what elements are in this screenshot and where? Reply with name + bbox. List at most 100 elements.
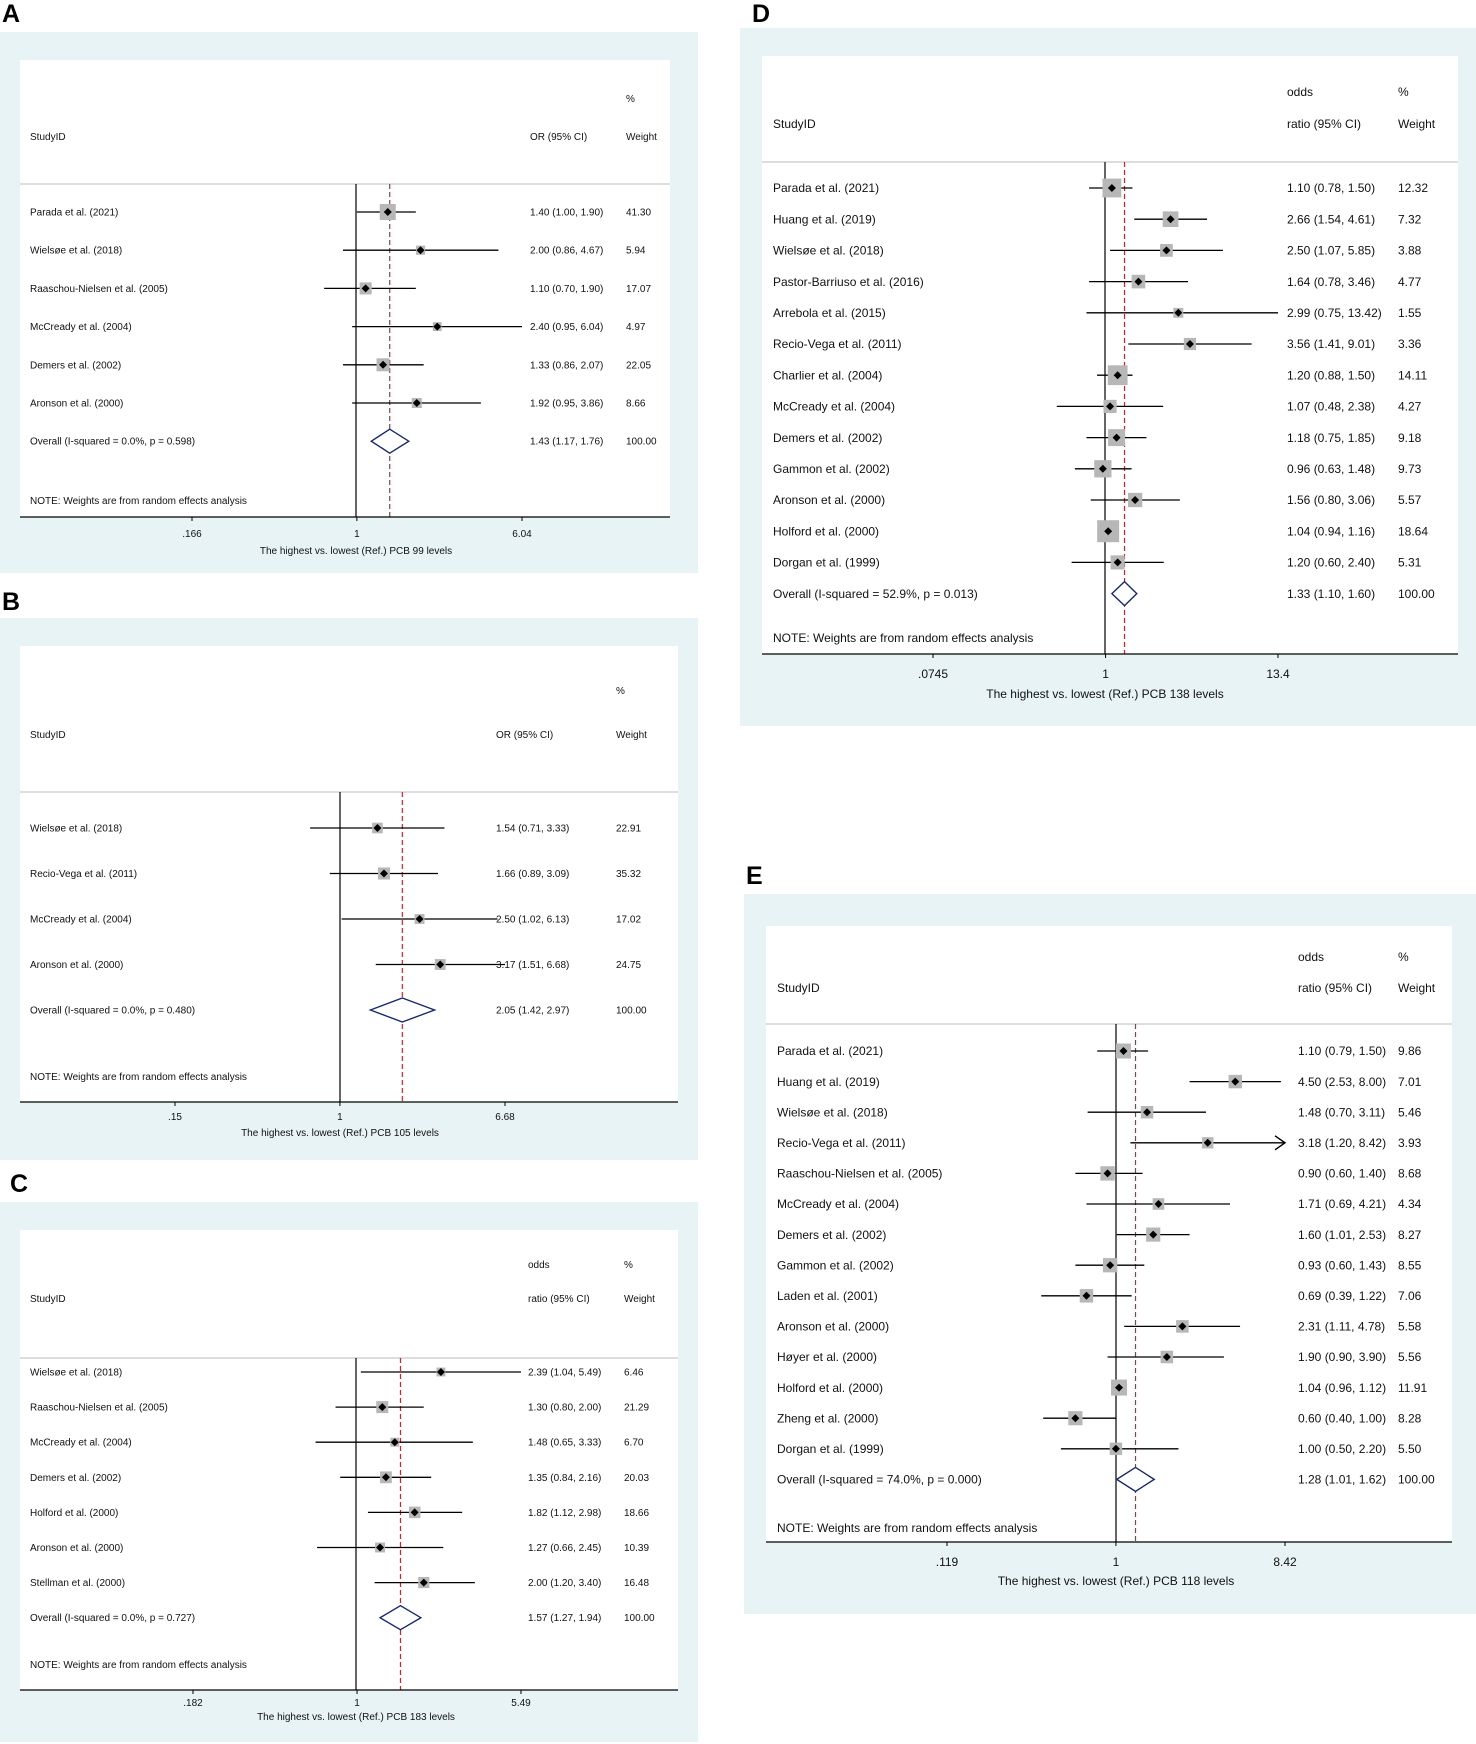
study-ci: 2.40 (0.95, 6.04) bbox=[530, 322, 603, 333]
study-ci: 1.04 (0.94, 1.16) bbox=[1287, 524, 1375, 538]
point-estimate bbox=[379, 869, 388, 878]
point-estimate bbox=[1134, 277, 1143, 286]
point-estimate bbox=[373, 824, 382, 832]
study-ci: 1.10 (0.70, 1.90) bbox=[530, 284, 603, 295]
point-estimate bbox=[1203, 1138, 1212, 1147]
study-name: Parada et al. (2021) bbox=[30, 208, 118, 219]
x-tick-label: 1 bbox=[337, 1112, 343, 1123]
overall-label: Overall (I-squared = 0.0%, p = 0.480) bbox=[30, 1006, 195, 1017]
header-estimate-line2: ratio (95% CI) bbox=[528, 1294, 590, 1305]
study-name: Recio-Vega et al. (2011) bbox=[773, 337, 902, 351]
study-name: Gammon et al. (2002) bbox=[777, 1258, 894, 1272]
point-estimate bbox=[1107, 184, 1116, 192]
header-studyid: StudyID bbox=[30, 1294, 66, 1305]
study-ci: 1.00 (0.50, 2.20) bbox=[1298, 1442, 1386, 1456]
point-estimate bbox=[376, 1543, 385, 1552]
point-estimate bbox=[410, 1508, 419, 1517]
weights-note: NOTE: Weights are from random effects an… bbox=[30, 1660, 247, 1671]
study-ci: 1.82 (1.12, 2.98) bbox=[528, 1508, 601, 1519]
panel-label-e: E bbox=[746, 862, 763, 890]
x-tick-label: 13.4 bbox=[1266, 667, 1290, 681]
x-axis-label: The highest vs. lowest (Ref.) PCB 183 le… bbox=[257, 1712, 455, 1723]
point-estimate bbox=[436, 960, 445, 969]
study-weight: 5.56 bbox=[1398, 1350, 1422, 1364]
study-name: Arrebola et al. (2015) bbox=[773, 306, 886, 320]
study-weight: 5.57 bbox=[1398, 493, 1422, 507]
study-ci: 1.92 (0.95, 3.86) bbox=[530, 399, 603, 410]
header-estimate-line2: ratio (95% CI) bbox=[1298, 981, 1372, 995]
study-weight: 18.64 bbox=[1398, 524, 1428, 538]
study-name: Parada et al. (2021) bbox=[777, 1044, 883, 1058]
point-estimate bbox=[433, 322, 442, 331]
study-weight: 5.46 bbox=[1398, 1105, 1422, 1119]
x-tick-label: .15 bbox=[168, 1112, 182, 1123]
study-ci: 0.93 (0.60, 1.43) bbox=[1298, 1258, 1386, 1272]
point-estimate bbox=[1174, 308, 1183, 317]
weights-note: NOTE: Weights are from random effects an… bbox=[30, 496, 247, 507]
weights-note: NOTE: Weights are from random effects an… bbox=[777, 1521, 1037, 1535]
study-weight: 6.46 bbox=[624, 1368, 644, 1379]
point-estimate bbox=[1113, 558, 1122, 567]
point-estimate bbox=[383, 208, 392, 216]
study-weight: 7.06 bbox=[1398, 1289, 1422, 1303]
header-studyid: StudyID bbox=[30, 132, 66, 143]
study-ci: 0.96 (0.63, 1.48) bbox=[1287, 462, 1375, 476]
study-ci: 0.69 (0.39, 1.22) bbox=[1298, 1289, 1386, 1303]
study-ci: 1.07 (0.48, 2.38) bbox=[1287, 400, 1375, 414]
study-weight: 5.94 bbox=[626, 246, 646, 257]
overall-weight: 100.00 bbox=[626, 437, 657, 448]
point-estimate bbox=[1106, 1261, 1115, 1270]
point-estimate bbox=[1149, 1230, 1158, 1239]
x-axis-label: The highest vs. lowest (Ref.) PCB 105 le… bbox=[241, 1128, 439, 1139]
overall-weight: 100.00 bbox=[624, 1613, 655, 1624]
study-ci: 1.20 (0.60, 2.40) bbox=[1287, 556, 1375, 570]
study-weight: 22.91 bbox=[616, 824, 641, 835]
study-ci: 1.33 (0.86, 2.07) bbox=[530, 360, 603, 371]
study-ci: 2.00 (0.86, 4.67) bbox=[530, 246, 603, 257]
point-estimate bbox=[378, 1403, 387, 1412]
point-estimate bbox=[1082, 1291, 1091, 1300]
overall-ci: 1.43 (1.17, 1.76) bbox=[530, 437, 603, 448]
study-weight: 3.36 bbox=[1398, 337, 1422, 351]
study-name: McCready et al. (2004) bbox=[30, 322, 132, 333]
overall-diamond bbox=[378, 1604, 423, 1631]
overall-diamond bbox=[370, 428, 411, 455]
point-estimate bbox=[1162, 246, 1171, 255]
x-tick-label: 1 bbox=[1102, 667, 1109, 681]
overall-label: Overall (I-squared = 0.0%, p = 0.727) bbox=[30, 1613, 195, 1624]
study-ci: 2.39 (1.04, 5.49) bbox=[528, 1368, 601, 1379]
study-ci: 1.54 (0.71, 3.33) bbox=[496, 824, 569, 835]
study-weight: 11.91 bbox=[1398, 1381, 1427, 1395]
point-estimate bbox=[1143, 1108, 1152, 1117]
panel-label-a: A bbox=[2, 0, 21, 28]
study-weight: 21.29 bbox=[624, 1403, 649, 1414]
header-estimate-line2: OR (95% CI) bbox=[530, 132, 587, 143]
header-studyid: StudyID bbox=[30, 730, 66, 741]
header-estimate-line2: ratio (95% CI) bbox=[1287, 117, 1361, 131]
study-name: Demers et al. (2002) bbox=[30, 1473, 121, 1484]
point-estimate bbox=[1104, 527, 1113, 536]
x-tick-label: 6.04 bbox=[512, 529, 532, 540]
study-name: Huang et al. (2019) bbox=[773, 212, 876, 226]
point-estimate bbox=[379, 360, 388, 369]
study-weight: 10.39 bbox=[624, 1543, 649, 1554]
study-name: Aronson et al. (2000) bbox=[30, 399, 123, 410]
study-ci: 3.18 (1.20, 8.42) bbox=[1298, 1136, 1386, 1150]
header-weight-line2: Weight bbox=[1398, 117, 1436, 131]
overall-ci: 1.57 (1.27, 1.94) bbox=[528, 1613, 601, 1624]
panel-label-b: B bbox=[2, 588, 21, 616]
study-name: Holford et al. (2000) bbox=[777, 1381, 883, 1395]
study-ci: 1.10 (0.78, 1.50) bbox=[1287, 181, 1375, 195]
point-estimate bbox=[390, 1438, 399, 1447]
point-estimate bbox=[1103, 1169, 1112, 1178]
study-weight: 3.88 bbox=[1398, 244, 1422, 258]
study-weight: 8.27 bbox=[1398, 1228, 1422, 1242]
x-tick-label: 8.42 bbox=[1273, 1555, 1297, 1569]
study-ci: 1.20 (0.88, 1.50) bbox=[1287, 368, 1375, 382]
point-estimate bbox=[1113, 371, 1122, 380]
x-tick-label: 6.68 bbox=[495, 1112, 515, 1123]
header-weight-line2: Weight bbox=[626, 132, 657, 143]
overall-weight: 100.00 bbox=[1398, 1473, 1435, 1487]
x-axis-label: The highest vs. lowest (Ref.) PCB 118 le… bbox=[998, 1574, 1235, 1588]
overall-ci: 1.28 (1.01, 1.62) bbox=[1298, 1473, 1386, 1487]
